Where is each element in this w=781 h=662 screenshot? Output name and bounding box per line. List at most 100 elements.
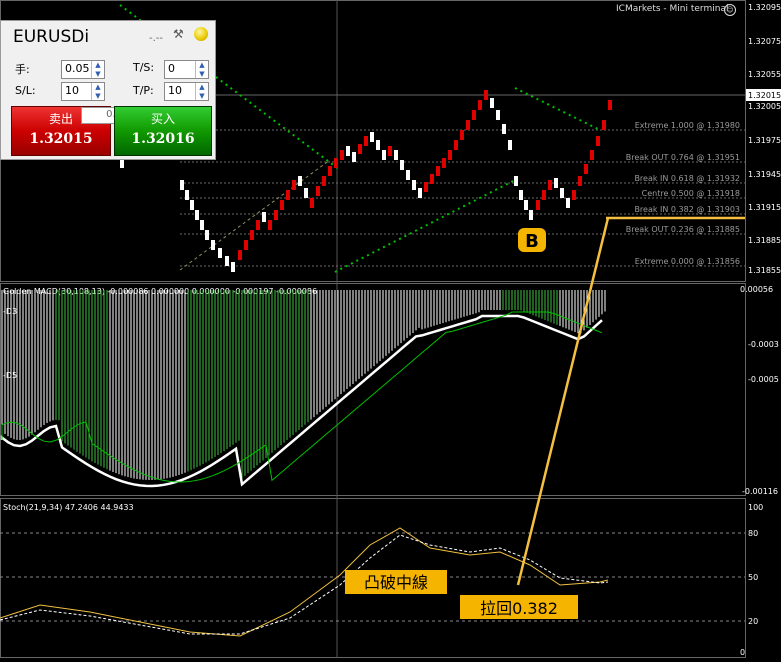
sl-value: 10: [65, 84, 79, 97]
sell-button[interactable]: 卖出 1.32015: [11, 106, 111, 156]
coin-icon[interactable]: [194, 27, 208, 41]
renko-bar: [578, 176, 582, 186]
price-tick-label: 1.32075: [748, 37, 781, 46]
fibonacci-levels: Extreme 1.000 @ 1.31980 Break OUT 0.764 @…: [180, 121, 745, 267]
renko-bar: [442, 158, 446, 168]
tools-icon[interactable]: ⚒: [173, 27, 184, 41]
stoch-axis-0: 0: [740, 648, 745, 657]
renko-bar: [524, 200, 528, 210]
macd-level-d3: -D3: [3, 307, 17, 316]
lots-label: 手:: [15, 63, 30, 76]
fib-level-label: Centre 0.500 @ 1.31918: [642, 189, 740, 198]
sl-up-icon[interactable]: ▲: [95, 83, 101, 92]
macd-axis-top: 0.00056: [740, 285, 773, 294]
price-tick-label: 1.32055: [748, 70, 781, 79]
current-price-label: 1.32015: [748, 91, 781, 100]
renko-bar: [358, 144, 362, 154]
fib-level-label: Break OUT 0.236 @ 1.31885: [626, 225, 740, 234]
ts-down-icon[interactable]: ▼: [199, 69, 205, 78]
lots-up-icon[interactable]: ▲: [95, 61, 101, 70]
renko-bar: [596, 136, 600, 146]
renko-bar: [340, 150, 344, 160]
renko-bar: [608, 100, 612, 110]
renko-bar: [514, 176, 518, 186]
cross-label-box: [345, 570, 447, 594]
trend-line-lower: [334, 179, 516, 273]
tp-value: 10: [168, 84, 182, 97]
point-b-label: B: [525, 231, 539, 252]
fib-level-label: Break IN 0.382 @ 1.31903: [634, 205, 740, 214]
renko-bar: [418, 188, 422, 198]
renko-bar: [412, 180, 416, 190]
renko-bar: [454, 140, 458, 150]
broker-label: ICMarkets - Mini terminal: [616, 4, 729, 14]
renko-bar: [298, 176, 302, 186]
stoch-main-line: [0, 527, 609, 637]
renko-bar: [430, 174, 434, 184]
renko-bar: [566, 198, 570, 208]
renko-bar: [190, 200, 194, 210]
renko-bar: [244, 240, 248, 250]
renko-bar: [572, 190, 576, 200]
renko-bar: [478, 100, 482, 110]
fib-level-label: Extreme 1.000 @ 1.31980: [635, 121, 740, 130]
tp-down-icon[interactable]: ▼: [199, 91, 205, 100]
renko-bar: [370, 132, 374, 142]
renko-bar: [304, 188, 308, 198]
tp-stepper[interactable]: 10 ▲ ▼: [164, 82, 209, 101]
renko-bar: [316, 186, 320, 196]
renko-bar: [382, 150, 386, 160]
macd-signal-line: [0, 314, 603, 488]
renko-bar: [225, 256, 229, 266]
pullback-label-box: [460, 595, 578, 619]
renko-bar: [490, 98, 494, 108]
smiley-icon[interactable]: ☺: [724, 4, 736, 16]
tp-up-icon[interactable]: ▲: [199, 83, 205, 92]
renko-bar: [180, 180, 184, 190]
lots-down-icon[interactable]: ▼: [95, 69, 101, 78]
renko-bar: [394, 150, 398, 160]
renko-bar: [310, 198, 314, 208]
renko-bar: [554, 178, 558, 188]
mini-terminal-panel[interactable]: EURUSDi -.-- ⚒ 手: 0.05 ▲ ▼ T/S: 0 ▲ ▼ S/L:…: [0, 20, 216, 160]
renko-bar: [280, 200, 284, 210]
price-tick-label: 1.31975: [748, 136, 781, 145]
renko-bar: [211, 240, 215, 250]
stoch-axis-80: 80: [748, 529, 758, 538]
ts-stepper[interactable]: 0 ▲ ▼: [164, 60, 209, 79]
buy-price: 1.32016: [131, 131, 195, 147]
trend-lines: [119, 4, 601, 273]
renko-bar: [376, 140, 380, 150]
fib-level-label: Extreme 0.000 @ 1.31856: [635, 257, 740, 266]
renko-bar: [560, 188, 564, 198]
sl-stepper[interactable]: 10 ▲ ▼: [61, 82, 105, 101]
renko-bar: [268, 220, 272, 230]
trend-line-upper: [119, 4, 341, 171]
stoch-title: Stoch(21,9,34) 47.2406 44.9433: [3, 503, 134, 512]
renko-bar: [388, 146, 392, 156]
renko-bar: [406, 170, 410, 180]
price-tick-label: 1.31915: [748, 203, 781, 212]
annotation-pointer-line: [516, 217, 610, 586]
fib-level-label: Break IN 0.618 @ 1.31932: [634, 174, 740, 183]
lots-stepper[interactable]: 0.05 ▲ ▼: [61, 60, 105, 79]
renko-bar: [529, 210, 533, 220]
renko-bar: [250, 230, 254, 240]
renko-bar: [185, 190, 189, 200]
renko-bar: [328, 166, 332, 176]
renko-bar: [292, 180, 296, 190]
sl-down-icon[interactable]: ▼: [95, 91, 101, 100]
current-price-box: [746, 89, 781, 101]
macd-level-d5: -D5: [3, 371, 17, 380]
lots-value: 0.05: [65, 62, 90, 75]
buy-button[interactable]: 买入 1.32016: [114, 106, 212, 156]
symbol-title: EURUSDi: [13, 27, 90, 47]
renko-bar: [346, 146, 350, 156]
renko-bar: [322, 176, 326, 186]
renko-bar: [195, 210, 199, 220]
period-label: -.--: [149, 33, 164, 44]
ts-up-icon[interactable]: ▲: [199, 61, 205, 70]
price-tick-label: 1.31945: [748, 170, 781, 179]
